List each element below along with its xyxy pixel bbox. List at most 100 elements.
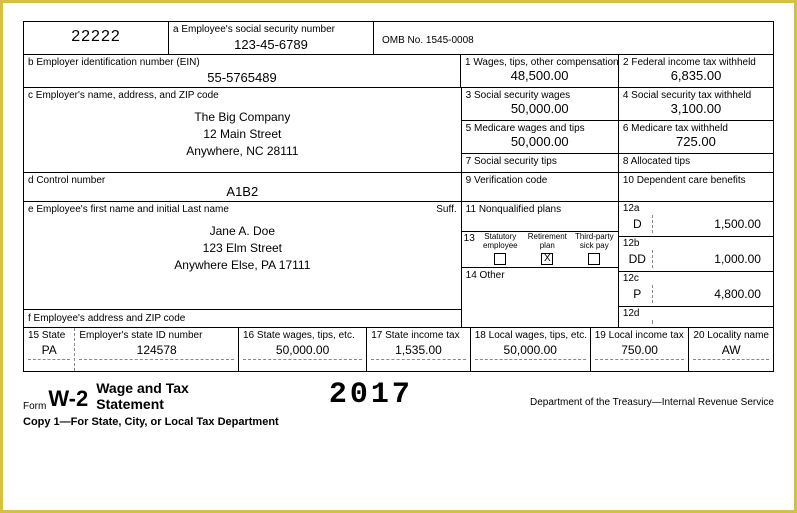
box-12d: 12d	[619, 307, 773, 327]
box-12b: 12b DD 1,000.00	[619, 237, 773, 272]
label-12c: 12c	[619, 272, 773, 284]
value-12b-code: DD	[623, 250, 653, 268]
employee-line3: Anywhere Else, PA 17111	[28, 257, 457, 274]
box-7: 7 Social security tips	[462, 154, 618, 172]
label-10: 10 Dependent care benefits	[623, 175, 769, 186]
value-18: 50,000.00	[475, 341, 586, 357]
b13-statutory: Statutory employee	[480, 233, 521, 265]
employer-line1: The Big Company	[28, 109, 457, 126]
treasury-text: Department of the Treasury—Internal Reve…	[530, 397, 774, 408]
value-20: AW	[693, 341, 769, 357]
box-3: 3 Social security wages 50,000.00	[462, 88, 618, 121]
label-19: 19 Local income tax	[595, 330, 685, 341]
box-13: 13 Statutory employee Retirement plan X	[462, 232, 618, 268]
box-4: 4 Social security tax withheld 3,100.00	[619, 88, 773, 121]
w2-form: 22222 a Employee's social security numbe…	[23, 21, 774, 372]
value-5: 50,000.00	[466, 134, 614, 151]
box-f: f Employee's address and ZIP code	[24, 309, 461, 327]
form-footer: Form W-2 Wage and Tax Statement 2017 Dep…	[23, 378, 774, 412]
box-a: a Employee's social security number 123-…	[169, 22, 374, 54]
label-11: 11 Nonqualified plans	[466, 204, 614, 215]
value-19: 750.00	[595, 341, 685, 357]
form-number: W-2	[48, 386, 88, 412]
box-10: 10 Dependent care benefits	[619, 173, 773, 201]
b13-retirement: Retirement plan X	[527, 233, 568, 265]
value-1: 48,500.00	[465, 68, 614, 83]
label-c: c Employer's name, address, and ZIP code	[28, 90, 457, 101]
label-14: 14 Other	[466, 270, 614, 281]
w2-form-container: 22222 a Employee's social security numbe…	[0, 0, 797, 513]
form-title: Wage and Tax Statement	[96, 381, 189, 412]
b13-thirdparty: Third-party sick pay	[574, 233, 615, 265]
value-12a-code: D	[623, 215, 653, 233]
row-e: e Employee's first name and initial Last…	[24, 202, 773, 328]
box-d: d Control number A1B2	[24, 173, 462, 201]
box-5: 5 Medicare wages and tips 50,000.00	[462, 121, 618, 154]
value-state: PA	[28, 341, 70, 357]
value-ein: 55-5765489	[28, 70, 456, 85]
box-e: e Employee's first name and initial Last…	[24, 202, 461, 309]
box-8: 8 Allocated tips	[619, 154, 773, 172]
label-8: 8 Allocated tips	[623, 156, 769, 167]
label-13: 13	[462, 232, 477, 267]
box-15-id: Employer's state ID number 124578	[75, 328, 239, 371]
box-6: 6 Medicare tax withheld 725.00	[619, 121, 773, 154]
label-e: e Employee's first name and initial Last…	[28, 204, 229, 215]
form-word: Form	[23, 401, 46, 412]
employer-line2: 12 Main Street	[28, 126, 457, 143]
boxes-3-5-7: 3 Social security wages 50,000.00 5 Medi…	[462, 88, 619, 172]
label-12b: 12b	[619, 237, 773, 249]
label-15: 15 State	[28, 330, 70, 341]
value-12c-code: P	[623, 285, 653, 303]
label-4: 4 Social security tax withheld	[623, 90, 769, 101]
label-17: 17 State income tax	[371, 330, 466, 341]
value-12d-code	[623, 320, 653, 324]
boxes-4-6-8: 4 Social security tax withheld 3,100.00 …	[619, 88, 773, 172]
value-ssn: 123-45-6789	[173, 37, 369, 52]
box-18: 18 Local wages, tips, etc. 50,000.00	[471, 328, 591, 371]
label-20: 20 Locality name	[693, 330, 769, 341]
employee-line1: Jane A. Doe	[28, 223, 457, 240]
box-e-f: e Employee's first name and initial Last…	[24, 202, 462, 327]
box-20: 20 Locality name AW	[689, 328, 773, 371]
checkbox-statutory	[494, 253, 506, 265]
value-2: 6,835.00	[623, 68, 769, 83]
label-3: 3 Social security wages	[466, 90, 614, 101]
value-6: 725.00	[623, 134, 769, 151]
tax-year: 2017	[329, 378, 413, 412]
box-12c: 12c P 4,800.00	[619, 272, 773, 307]
employer-line3: Anywhere, NC 28111	[28, 143, 457, 160]
row-header: 22222 a Employee's social security numbe…	[24, 22, 773, 55]
label-7: 7 Social security tips	[466, 156, 614, 167]
box-17: 17 State income tax 1,535.00	[367, 328, 471, 371]
boxes-11-13-14: 11 Nonqualified plans 13 Statutory emplo…	[462, 202, 619, 327]
box-11: 11 Nonqualified plans	[462, 202, 618, 232]
employer-address: The Big Company 12 Main Street Anywhere,…	[28, 101, 457, 165]
label-1: 1 Wages, tips, other compensation	[465, 57, 614, 68]
label-6: 6 Medicare tax withheld	[623, 123, 769, 134]
box-9: 9 Verification code	[462, 173, 619, 201]
omb-label: OMB No. 1545-0008	[382, 35, 474, 46]
label-15b: Employer's state ID number	[79, 330, 234, 341]
checkbox-retirement: X	[541, 253, 553, 265]
label-12a: 12a	[619, 202, 773, 214]
value-12a-amt: 1,500.00	[653, 217, 769, 231]
row-c: c Employer's name, address, and ZIP code…	[24, 88, 773, 173]
copy-designation: Copy 1—For State, City, or Local Tax Dep…	[23, 416, 774, 428]
label-2: 2 Federal income tax withheld	[623, 57, 769, 68]
box-2: 2 Federal income tax withheld 6,835.00	[619, 55, 773, 87]
row-d: d Control number A1B2 9 Verification cod…	[24, 173, 773, 202]
boxes-12: 12a D 1,500.00 12b DD 1,000.00 12c	[619, 202, 773, 327]
employee-line2: 123 Elm Street	[28, 240, 457, 257]
box-b: b Employer identification number (EIN) 5…	[24, 55, 461, 87]
value-state-id: 124578	[79, 341, 234, 357]
label-12d: 12d	[619, 307, 773, 319]
row-b: b Employer identification number (EIN) 5…	[24, 55, 773, 88]
value-12c-amt: 4,800.00	[653, 287, 769, 301]
label-b: b Employer identification number (EIN)	[28, 57, 456, 68]
value-16: 50,000.00	[243, 341, 362, 357]
box-1: 1 Wages, tips, other compensation 48,500…	[461, 55, 619, 87]
label-18: 18 Local wages, tips, etc.	[475, 330, 586, 341]
label-a: a Employee's social security number	[173, 24, 369, 35]
box-12a: 12a D 1,500.00	[619, 202, 773, 237]
